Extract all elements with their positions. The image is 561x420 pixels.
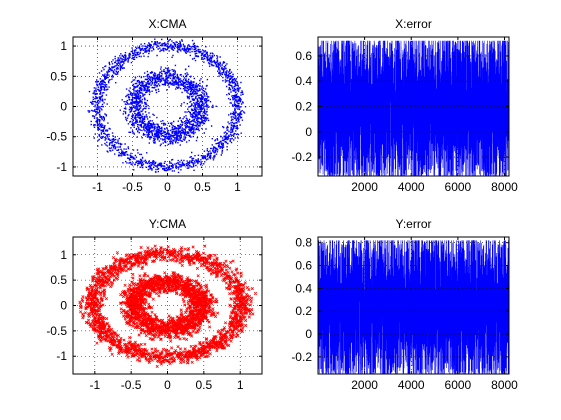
y-tick-label: 0.4 bbox=[295, 281, 312, 295]
x-tick-label: 4000 bbox=[398, 378, 425, 392]
y-tick-label: -1 bbox=[56, 349, 67, 363]
subplot-2: 2000 4000 6000 8000 0.6 0.4 0.2 0 -0.2 X:error bbox=[291, 17, 518, 194]
y-tick-label: -0.2 bbox=[291, 350, 312, 364]
y-tick-label: 0.2 bbox=[295, 100, 312, 114]
x-tick-label: -1 bbox=[89, 378, 100, 392]
scatter-points bbox=[78, 244, 258, 368]
y-tick-label: 0.8 bbox=[295, 236, 312, 250]
series-2 bbox=[318, 40, 509, 176]
series-4 bbox=[318, 240, 509, 374]
y-tick-label: -0.2 bbox=[291, 150, 312, 164]
y-tick-label: -1 bbox=[56, 160, 67, 174]
subplot-1: -1 -0.5 0 0.5 1 1 0.5 0 -0.5 -1 X:CMA bbox=[46, 17, 263, 194]
plot-area bbox=[73, 37, 262, 176]
x-tick-label: 6000 bbox=[445, 180, 472, 194]
x-tick-label: -0.5 bbox=[121, 378, 142, 392]
subplot-3: -1 -0.5 0 0.5 1 1 0.5 0 -0.5 -1 Y:CMA bbox=[46, 217, 263, 392]
x-tick-label: 0 bbox=[164, 378, 171, 392]
x-tick-label: 0.5 bbox=[194, 180, 211, 194]
y-tick-label: 0.6 bbox=[295, 49, 312, 63]
x-tick-label: -0.5 bbox=[122, 180, 143, 194]
x-tick-label: 6000 bbox=[445, 378, 472, 392]
y-tick-label: 0 bbox=[305, 327, 312, 341]
x-tick-label: 1 bbox=[237, 378, 244, 392]
y-tick-label: -0.5 bbox=[46, 130, 67, 144]
y-tick-label: 1 bbox=[60, 248, 67, 262]
x-tick-label: 2000 bbox=[351, 180, 378, 194]
error-line bbox=[318, 240, 509, 374]
x-tick-label: 4000 bbox=[398, 180, 425, 194]
x-tick-label: 0.5 bbox=[196, 378, 213, 392]
error-line bbox=[318, 40, 509, 176]
y-tick-label: -0.5 bbox=[46, 324, 67, 338]
x-tick-label: 1 bbox=[234, 180, 241, 194]
y-tick-label: 0 bbox=[60, 100, 67, 114]
y-tick-label: 0.6 bbox=[295, 259, 312, 273]
series-3 bbox=[78, 244, 258, 368]
y-tick-label: 0.5 bbox=[50, 69, 67, 83]
subplot-title: X:CMA bbox=[148, 17, 186, 31]
x-tick-label: 0 bbox=[164, 180, 171, 194]
y-tick-label: 0 bbox=[305, 125, 312, 139]
x-tick-label: -1 bbox=[92, 180, 103, 194]
axes-box bbox=[317, 236, 510, 375]
x-tick-label: 8000 bbox=[491, 378, 518, 392]
x-tick-label: 2000 bbox=[351, 378, 378, 392]
x-tick-label: 8000 bbox=[491, 180, 518, 194]
y-tick-label: 0.5 bbox=[50, 273, 67, 287]
subplot-title: X:error bbox=[395, 17, 432, 31]
y-tick-label: 0.4 bbox=[295, 74, 312, 88]
subplot-title: Y:error bbox=[395, 217, 431, 231]
y-tick-label: 1 bbox=[60, 39, 67, 53]
subplot-title: Y:CMA bbox=[149, 217, 186, 231]
y-tick-label: 0.2 bbox=[295, 304, 312, 318]
y-tick-label: 0 bbox=[60, 299, 67, 313]
subplot-4: 2000 4000 6000 8000 0.8 0.6 0.4 0.2 0 -0.2 Y:error bbox=[291, 217, 518, 392]
